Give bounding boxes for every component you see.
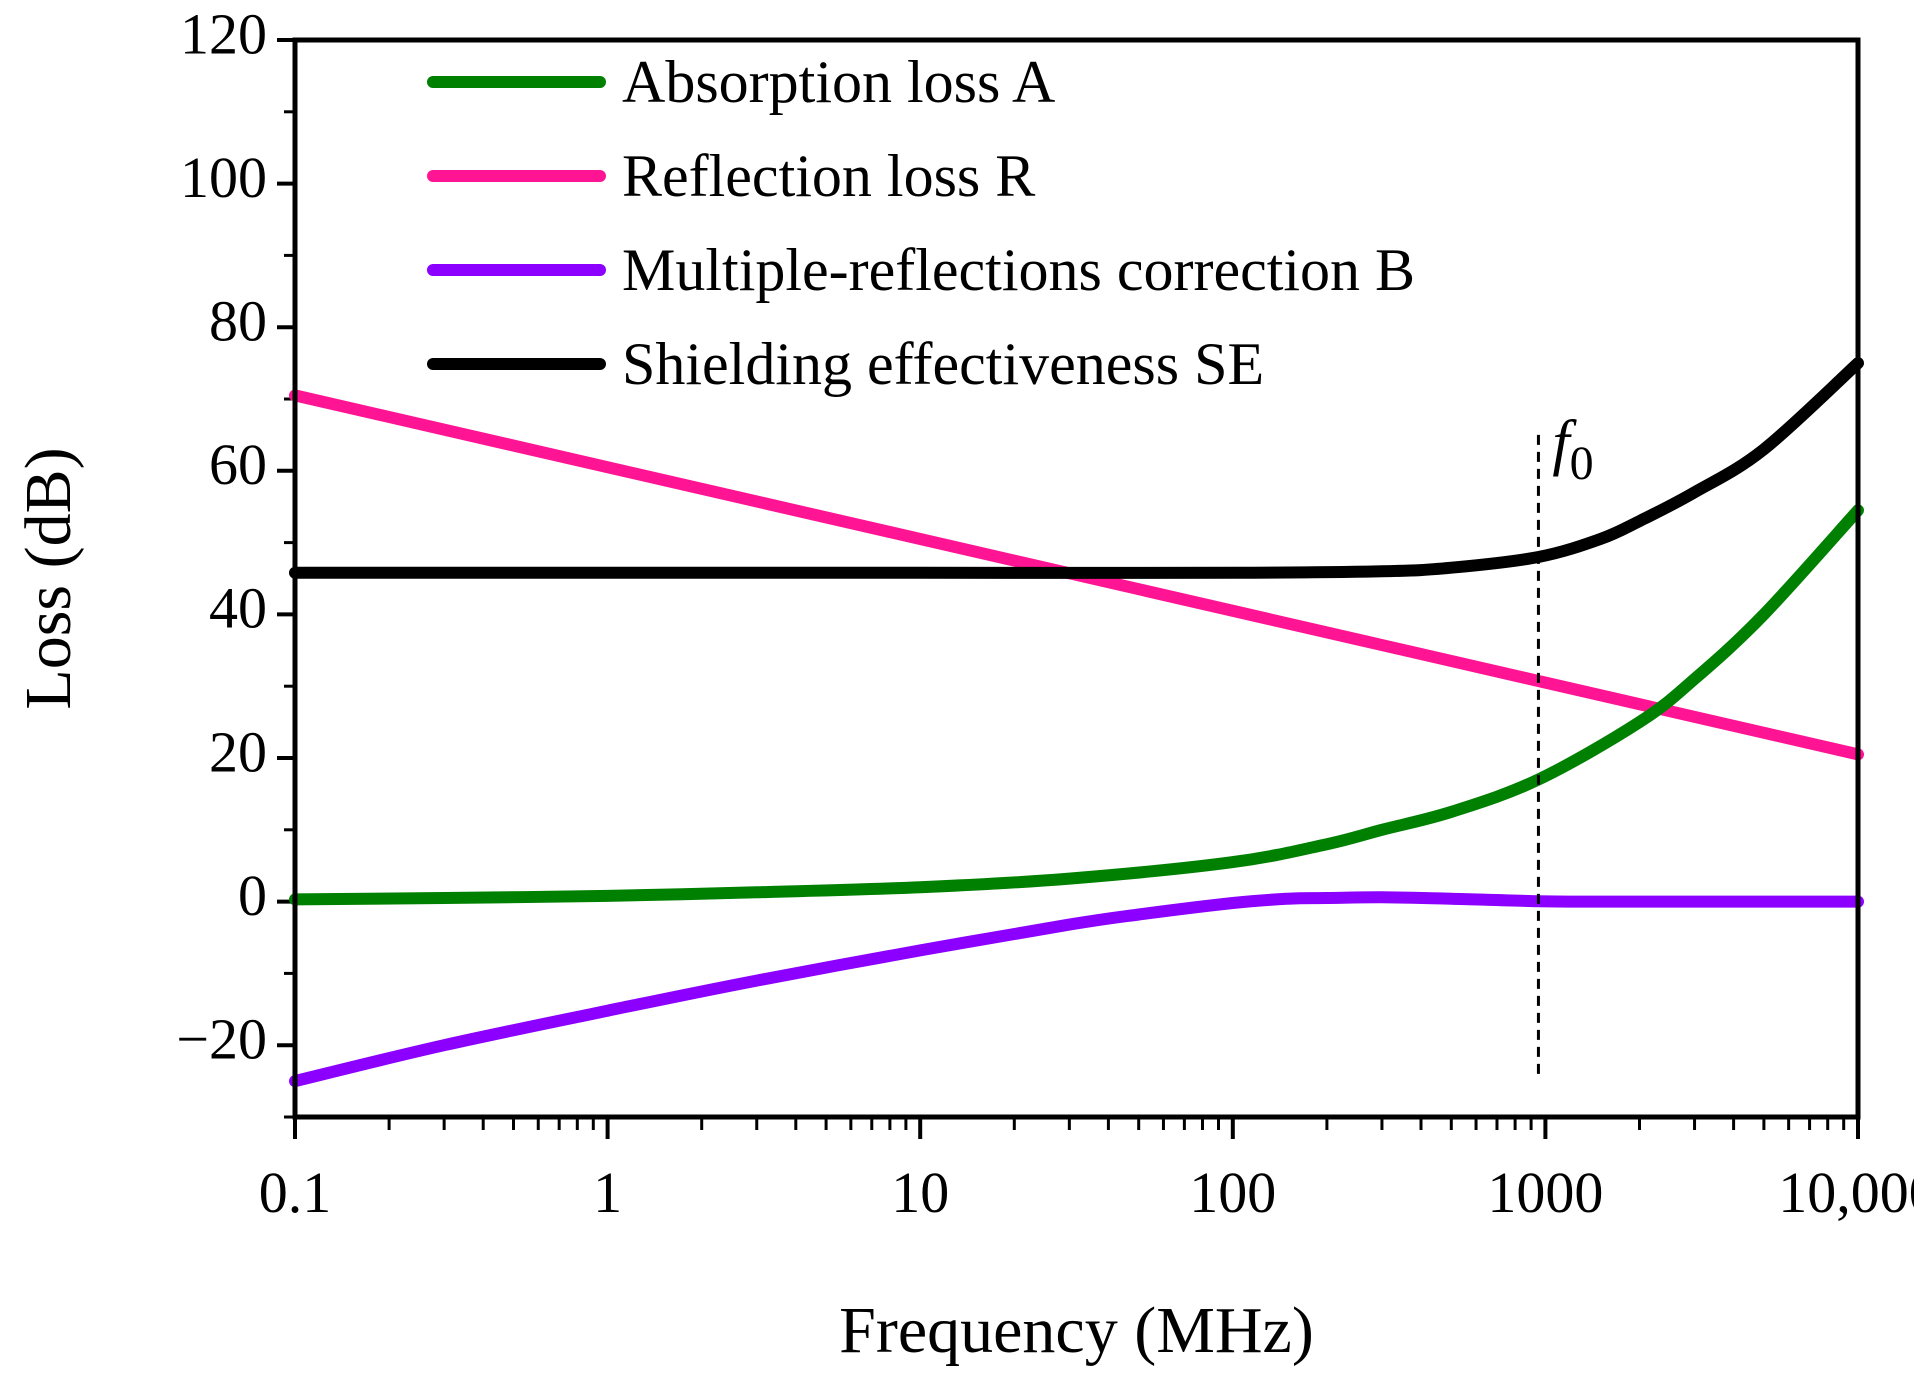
annotation-layer: f0 — [1536, 409, 1594, 1074]
x-tick-label: 0.1 — [259, 1160, 332, 1225]
legend-label: Multiple-reflections correction B — [622, 237, 1415, 303]
y-tick-label: 120 — [180, 1, 267, 66]
f0-label-subscript: 0 — [1570, 437, 1594, 490]
y-axis-title: Loss (dB) — [12, 447, 85, 709]
x-tick-label: 1000 — [1487, 1160, 1603, 1225]
series-line-0 — [289, 504, 1864, 906]
legend: Absorption loss A Reflection loss R Multip… — [427, 49, 1415, 397]
legend-label: Absorption loss A — [622, 49, 1055, 115]
y-tick-label: 40 — [209, 576, 267, 641]
x-tick-label: 100 — [1189, 1160, 1276, 1225]
series-line-2 — [289, 891, 1864, 1088]
plot-frame — [292, 37, 1861, 1120]
legend-label: Shielding effectiveness SE — [622, 331, 1264, 397]
x-axis-title: Frequency (MHz) — [839, 1294, 1314, 1367]
y-tick-label: 60 — [209, 432, 267, 497]
y-tick-label: 20 — [209, 719, 267, 784]
y-tick-label: 100 — [180, 145, 267, 210]
y-tick-label: 80 — [209, 289, 267, 354]
x-axis-ticks: 0.1 1 10 100 1000 10,000 — [259, 1117, 1914, 1225]
y-axis-ticks: −20 0 20 40 60 80 100 120 — [176, 1, 295, 1072]
y-tick-label: 0 — [238, 863, 267, 928]
x-tick-label: 10,000 — [1778, 1160, 1914, 1225]
y-tick-label: −20 — [176, 1007, 267, 1072]
series-line-3 — [289, 357, 1864, 579]
x-tick-label: 10 — [891, 1160, 949, 1225]
legend-label: Reflection loss R — [622, 143, 1035, 209]
x-tick-label: 1 — [593, 1160, 622, 1225]
series-layer — [289, 357, 1864, 1088]
f0-label: f0 — [1552, 409, 1593, 490]
